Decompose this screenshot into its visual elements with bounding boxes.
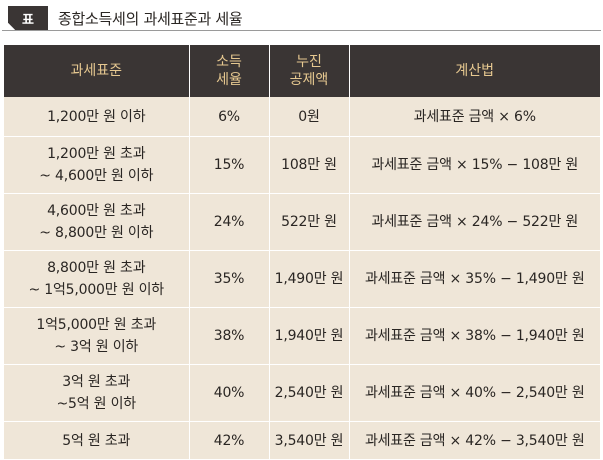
cell-tax-rate: 40% <box>189 364 270 422</box>
table-row: 1,200만 원 이하 6% 0원 과세표준 금액 × 6% <box>4 97 600 137</box>
tax-base-line1: 1,200만 원 초과 <box>47 146 146 162</box>
tax-base-line1: 1억5,000만 원 초과 <box>36 317 157 333</box>
cell-formula: 과세표준 금액 × 42% − 3,540만 원 <box>349 421 600 460</box>
cell-formula: 과세표준 금액 × 38% − 1,940만 원 <box>349 307 600 365</box>
tax-base-line2: ~5억 원 이하 <box>56 396 137 412</box>
cell-tax-base: 1,200만 원 초과 ~ 4,600만 원 이하 <box>4 136 190 194</box>
tax-base-line2: ~ 1억5,000만 원 이하 <box>28 282 165 298</box>
table-row: 1억5,000만 원 초과 ~ 3억 원 이하 38% 1,940만 원 과세표… <box>4 307 600 365</box>
header-tax-base-label: 과세표준 <box>70 63 123 79</box>
page-title: 종합소득세의 과세표준과 세율 <box>58 10 243 28</box>
table-row: 3억 원 초과 ~5억 원 이하 40% 2,540만 원 과세표준 금액 × … <box>4 364 600 422</box>
cell-tax-rate: 42% <box>189 421 270 460</box>
tax-base-line1: 1,200만 원 이하 <box>47 108 146 125</box>
tax-base-line1: 3억 원 초과 <box>62 374 131 390</box>
tax-base-line2: ~ 4,600만 원 이하 <box>39 168 154 184</box>
cell-formula: 과세표준 금액 × 6% <box>349 97 600 137</box>
cell-tax-base: 8,800만 원 초과 ~ 1억5,000만 원 이하 <box>4 250 190 308</box>
cell-deduction: 1,490만 원 <box>269 250 350 308</box>
tax-base-line2: ~ 3억 원 이하 <box>54 339 139 355</box>
cell-tax-rate: 15% <box>189 136 270 194</box>
cell-deduction: 3,540만 원 <box>269 421 350 460</box>
tax-rate-table: 과세표준 소득 세율 누진 공제액 계산법 1,200만 원 이하 6% 0원 … <box>4 45 600 460</box>
tax-base-line1: 5억 원 초과 <box>62 432 131 449</box>
cell-tax-rate: 6% <box>189 97 270 137</box>
cell-tax-rate: 38% <box>189 307 270 365</box>
header-deduction-line1: 누진 <box>296 54 322 70</box>
header-deduction: 누진 공제액 <box>269 45 350 97</box>
title-bar: 표 종합소득세의 과세표준과 세율 <box>2 4 601 31</box>
table-row: 4,600만 원 초과 ~ 8,800만 원 이하 24% 522만 원 과세표… <box>4 193 600 251</box>
cell-deduction: 2,540만 원 <box>269 364 350 422</box>
table-row: 1,200만 원 초과 ~ 4,600만 원 이하 15% 108만 원 과세표… <box>4 136 600 194</box>
cell-tax-base: 3억 원 초과 ~5억 원 이하 <box>4 364 190 422</box>
tax-base-line2: ~ 8,800만 원 이하 <box>39 225 154 241</box>
cell-formula: 과세표준 금액 × 15% − 108만 원 <box>349 136 600 194</box>
header-formula: 계산법 <box>349 45 600 97</box>
header-formula-label: 계산법 <box>455 63 495 79</box>
tax-base-line1: 8,800만 원 초과 <box>47 260 146 276</box>
cell-formula: 과세표준 금액 × 35% − 1,490만 원 <box>349 250 600 308</box>
cell-formula: 과세표준 금액 × 24% − 522만 원 <box>349 193 600 251</box>
cell-deduction: 108만 원 <box>269 136 350 194</box>
table-header-row: 과세표준 소득 세율 누진 공제액 계산법 <box>4 45 600 97</box>
cell-tax-base: 5억 원 초과 <box>4 421 190 460</box>
header-tax-base: 과세표준 <box>4 45 190 97</box>
cell-deduction: 0원 <box>269 97 350 137</box>
cell-deduction: 1,940만 원 <box>269 307 350 365</box>
cell-tax-rate: 35% <box>189 250 270 308</box>
header-deduction-line2: 공제액 <box>289 72 329 88</box>
header-tax-rate: 소득 세율 <box>189 45 270 97</box>
header-tax-rate-line2: 세율 <box>216 72 242 88</box>
cell-tax-base: 4,600만 원 초과 ~ 8,800만 원 이하 <box>4 193 190 251</box>
table-badge: 표 <box>8 6 48 30</box>
table-row: 8,800만 원 초과 ~ 1억5,000만 원 이하 35% 1,490만 원… <box>4 250 600 308</box>
header-tax-rate-line1: 소득 <box>216 54 242 70</box>
table-row: 5억 원 초과 42% 3,540만 원 과세표준 금액 × 42% − 3,5… <box>4 421 600 460</box>
cell-deduction: 522만 원 <box>269 193 350 251</box>
cell-tax-base: 1억5,000만 원 초과 ~ 3억 원 이하 <box>4 307 190 365</box>
cell-tax-rate: 24% <box>189 193 270 251</box>
tax-base-line1: 4,600만 원 초과 <box>47 203 146 219</box>
cell-tax-base: 1,200만 원 이하 <box>4 97 190 137</box>
cell-formula: 과세표준 금액 × 40% − 2,540만 원 <box>349 364 600 422</box>
